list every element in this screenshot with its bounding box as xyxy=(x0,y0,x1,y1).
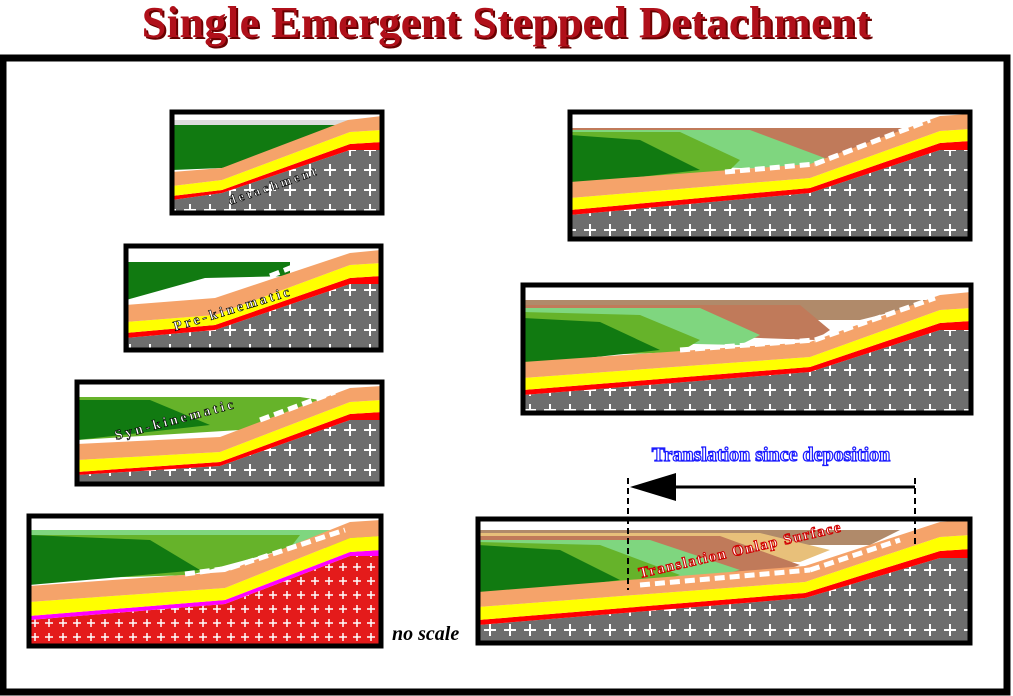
panel-pre-kinematic: Pre-kinematic xyxy=(123,243,384,353)
arrowhead-left xyxy=(630,473,676,501)
label-translation-since-deposition: Translation since deposition xyxy=(652,444,891,466)
diagram-frame: detachment Pre-kinematic Syn-k xyxy=(0,54,1011,696)
translation-arrow xyxy=(627,473,916,590)
label-no-scale: no scale xyxy=(392,623,459,645)
page-title: Single Emergent Stepped Detachment xyxy=(141,0,872,47)
panel-bottom-left xyxy=(26,513,384,649)
panel-top-right xyxy=(567,109,973,242)
panel-detachment: detachment xyxy=(169,109,385,216)
panel-middle-right xyxy=(520,282,974,416)
panel-bottom-right: Translation Onlap Surface xyxy=(475,516,973,646)
panel-syn-kinematic: Syn-kinematic xyxy=(74,379,385,487)
